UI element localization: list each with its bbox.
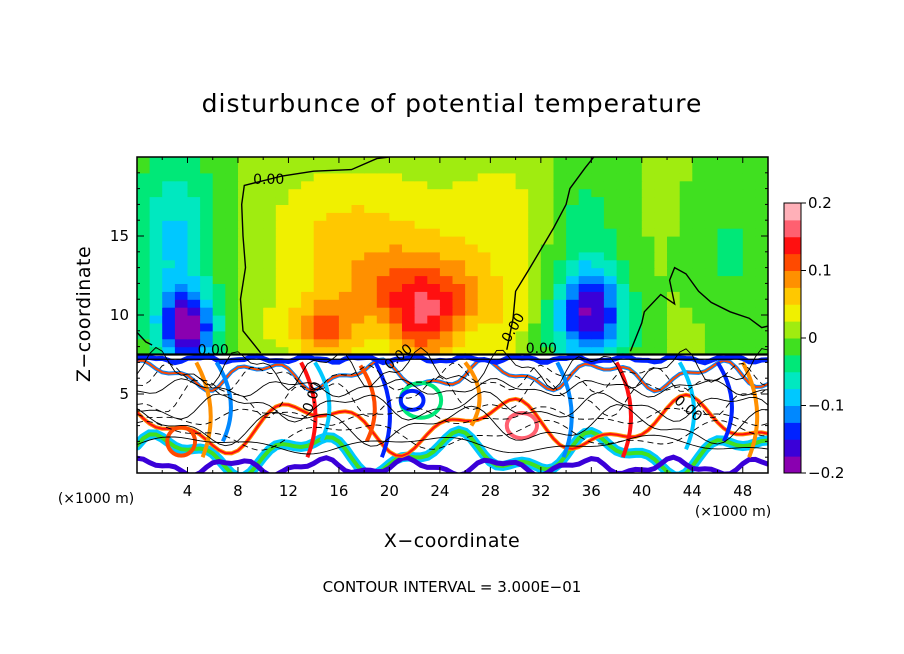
colorbar-tick-label: −0.1 xyxy=(808,397,844,415)
x-unit-label: (×1000 m) xyxy=(695,504,771,520)
y-axis: 5 10 15 xyxy=(110,172,768,458)
y-axis-label: Z−coordinate xyxy=(73,246,95,382)
colorbar-swatch xyxy=(784,270,801,288)
colorbar-swatch xyxy=(784,304,801,322)
x-tick-label: 44 xyxy=(683,482,702,500)
y-tick-label: 15 xyxy=(110,227,129,245)
x-tick-label: 28 xyxy=(481,482,500,500)
x-tick-label: 16 xyxy=(329,482,348,500)
x-tick-label: 4 xyxy=(183,482,193,500)
colorbar-swatch xyxy=(784,338,801,356)
x-tick-label: 20 xyxy=(380,482,399,500)
plot-area: 0.000.000.000.000.00 0.000.00 xyxy=(137,157,768,473)
colorbar-swatch xyxy=(784,203,801,221)
colorbar-swatch xyxy=(784,287,801,305)
colorbar-swatch xyxy=(784,439,801,457)
x-tick-label: 24 xyxy=(430,482,449,500)
x-axis: 4 8 12 16 20 24 28 32 36 40 44 48 xyxy=(161,157,752,500)
colorbar-swatch xyxy=(784,388,801,407)
x-tick-label: 12 xyxy=(279,482,298,500)
colorbar-swatch xyxy=(784,371,801,390)
y-tick-label: 10 xyxy=(110,306,129,324)
contour-interval-note: CONTOUR INTERVAL = 3.000E−01 xyxy=(323,578,582,596)
colorbar-swatch xyxy=(784,321,801,339)
colorbar: 0.2 0.1 0 −0.1 −0.2 xyxy=(784,194,844,482)
colorbar-tick-label: 0.1 xyxy=(808,262,832,280)
contour-label: 0.00 xyxy=(198,343,229,359)
colorbar-swatch xyxy=(784,405,801,423)
colorbar-frame xyxy=(783,202,802,474)
x-tick-label: 36 xyxy=(582,482,601,500)
colorbar-swatch xyxy=(784,219,801,238)
y-tick-label: 5 xyxy=(119,385,129,403)
contour-lines xyxy=(137,157,768,455)
z-unit-label: (×1000 m) xyxy=(58,491,134,507)
colorbar-swatch xyxy=(784,456,801,474)
colorbar-swatch xyxy=(784,253,801,272)
x-tick-label: 32 xyxy=(531,482,550,500)
colorbar-tick-label: 0.2 xyxy=(808,194,832,212)
x-axis-label: X−coordinate xyxy=(384,530,520,552)
colorbar-swatch xyxy=(784,354,801,373)
colorbar-swatch xyxy=(784,422,801,440)
x-tick-label: 40 xyxy=(632,482,651,500)
colorbar-tick-label: −0.2 xyxy=(808,464,844,482)
colorbar-tick-label: 0 xyxy=(808,329,818,347)
potential-temperature-field xyxy=(137,157,768,473)
x-tick-label: 48 xyxy=(733,482,752,500)
contour-label: 0.00 xyxy=(253,172,284,188)
x-tick-label: 8 xyxy=(233,482,243,500)
colorbar-swatch xyxy=(784,236,801,255)
chart-title: disturbunce of potential temperature xyxy=(202,89,703,118)
contour-label: 0.00 xyxy=(526,341,557,357)
